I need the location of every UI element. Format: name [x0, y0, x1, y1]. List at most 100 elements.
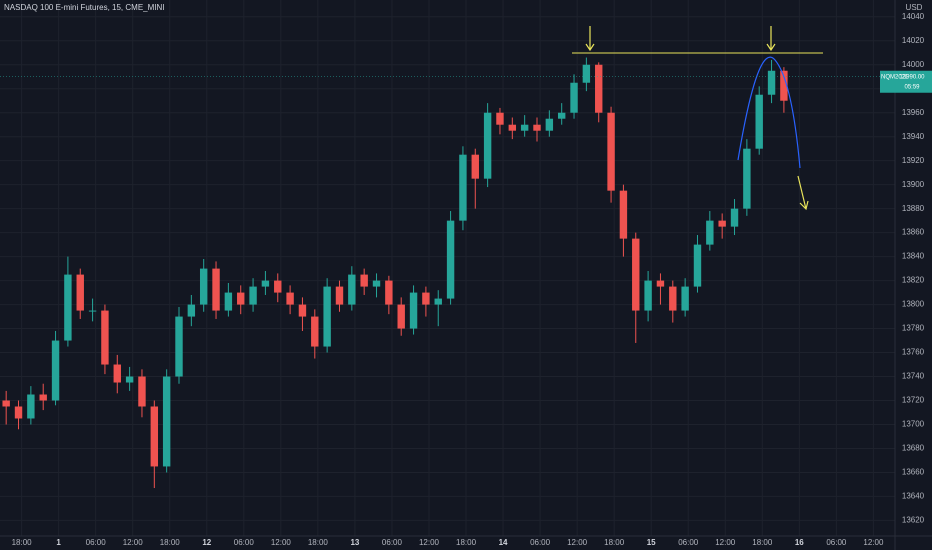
y-tick-label: 13760	[902, 348, 925, 357]
x-tick-label: 06:00	[234, 538, 255, 547]
candle-body	[545, 118, 554, 131]
candle-body	[483, 112, 492, 179]
y-tick-label: 13860	[902, 228, 925, 237]
candle-body	[212, 268, 220, 311]
candle-body	[175, 316, 183, 377]
y-tick-label: 13880	[902, 204, 925, 213]
x-tick-label: 12	[202, 538, 211, 547]
candle-body	[780, 70, 788, 101]
candle-body	[113, 364, 121, 383]
x-tick-label: 1	[56, 538, 61, 547]
candle-body	[385, 280, 393, 305]
x-tick-label: 18:00	[12, 538, 33, 547]
y-tick-label: 14020	[902, 36, 925, 45]
y-tick-label: 13620	[902, 516, 925, 525]
candle-body	[422, 292, 430, 305]
x-tick-label: 18:00	[752, 538, 773, 547]
candle-body	[64, 274, 72, 341]
x-tick-label: 18:00	[160, 538, 181, 547]
candle-body	[459, 154, 467, 221]
x-tick-label: 06:00	[530, 538, 551, 547]
arrow	[585, 26, 595, 52]
candle-body	[619, 190, 628, 239]
candle-body	[286, 292, 294, 305]
y-tick-label: 13820	[902, 276, 925, 285]
candle-body	[138, 376, 146, 407]
candle-body	[508, 124, 517, 131]
candle-body	[632, 238, 640, 311]
candle-body	[2, 400, 10, 407]
candle-body	[755, 94, 763, 149]
x-tick-label: 18:00	[604, 538, 625, 547]
x-tick-label: 18:00	[456, 538, 477, 547]
y-tick-label: 13940	[902, 132, 925, 141]
candle-body	[39, 394, 47, 401]
candle-body	[249, 286, 257, 305]
x-tick-label: 18:00	[308, 538, 329, 547]
countdown: 05:59	[904, 84, 920, 90]
candle-body	[14, 406, 23, 419]
candle-body	[706, 220, 714, 245]
x-tick-label: 15	[647, 538, 656, 547]
y-tick-label: 14040	[902, 12, 925, 21]
candle-body	[595, 64, 603, 113]
candle-body	[681, 286, 689, 311]
y-tick-label: 13660	[902, 468, 925, 477]
candle-body	[88, 310, 97, 312]
candle-body	[274, 280, 282, 293]
y-tick-label: 13680	[902, 444, 925, 453]
candle-body	[335, 286, 344, 305]
arrow	[766, 26, 776, 52]
y-tick-label: 14000	[902, 60, 925, 69]
x-tick-label: 13	[350, 538, 359, 547]
y-tick-label: 13920	[902, 156, 925, 165]
candle-body	[446, 220, 455, 299]
candle-body	[311, 316, 319, 347]
arc	[737, 56, 801, 169]
x-tick-label: 12:00	[419, 538, 440, 547]
x-tick-label: 12:00	[863, 538, 884, 547]
candle-body	[27, 394, 35, 419]
candle-body	[323, 286, 331, 347]
candle-body	[397, 304, 405, 329]
currency: USD	[906, 3, 923, 12]
x-tick-label: 12:00	[715, 538, 736, 547]
candle-body	[434, 298, 442, 305]
candle-body	[199, 268, 208, 305]
x-tick-label: 12:00	[271, 538, 292, 547]
y-tick-label: 13800	[902, 300, 925, 309]
candle-body	[743, 148, 751, 209]
candle-body	[767, 70, 776, 95]
candle-body	[162, 376, 171, 467]
candles	[2, 57, 788, 489]
y-tick-label: 13780	[902, 324, 925, 333]
annotations	[572, 26, 823, 211]
x-tick-label: 06:00	[826, 538, 847, 547]
candle-body	[360, 274, 368, 287]
candle-body	[150, 406, 159, 467]
x-tick-label: 06:00	[678, 538, 699, 547]
axes: 1404014020140001398013960139401392013900…	[0, 12, 932, 547]
last-price-tag	[880, 70, 932, 93]
last-price-value: 13990.00	[899, 74, 925, 80]
candle-body	[533, 124, 541, 131]
candle-body	[718, 220, 726, 227]
candle-body	[187, 304, 196, 317]
arrow	[797, 175, 809, 211]
candle-body	[644, 280, 652, 311]
y-tick-label: 13640	[902, 492, 925, 501]
candle-body	[51, 340, 60, 401]
candle-body	[125, 376, 134, 383]
candle-body	[409, 292, 418, 329]
x-tick-label: 12:00	[123, 538, 144, 547]
y-tick-label: 13720	[902, 396, 925, 405]
x-tick-label: 12:00	[567, 538, 588, 547]
candle-body	[224, 292, 233, 311]
candle-body	[298, 304, 307, 317]
candle-body	[669, 286, 677, 311]
x-tick-label: 06:00	[382, 538, 403, 547]
candle-body	[237, 292, 245, 305]
candle-body	[101, 310, 109, 365]
candle-body	[557, 112, 566, 119]
